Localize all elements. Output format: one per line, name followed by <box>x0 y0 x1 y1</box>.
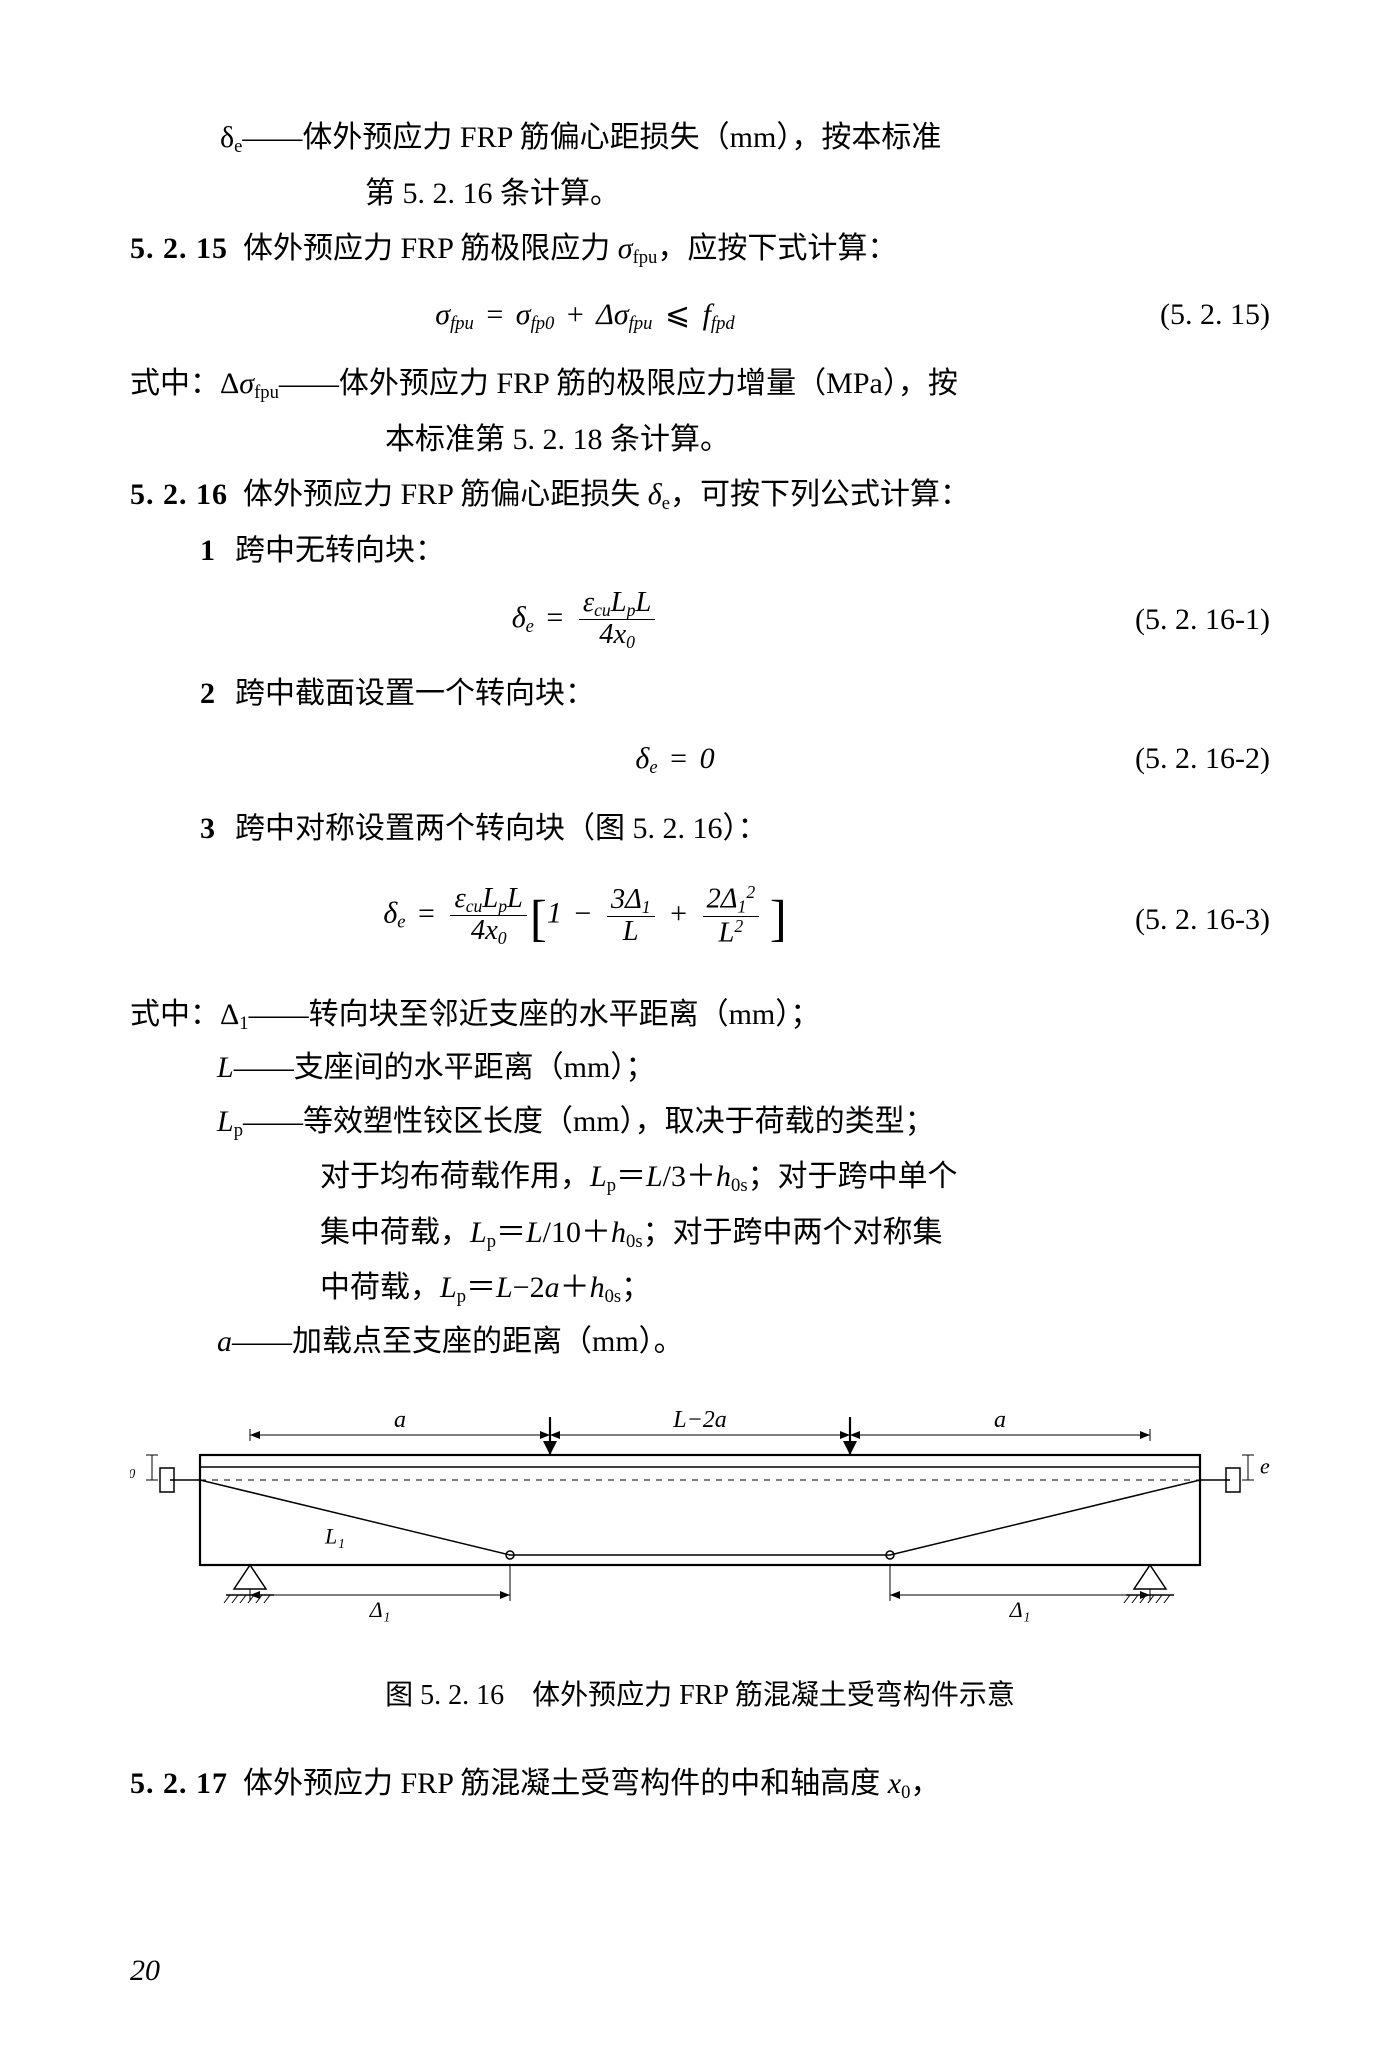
itemnum-1: 1 <box>200 534 235 567</box>
figure-caption: 图 5. 2. 16 体外预应力 FRP 筋混凝土受弯构件示意 <box>130 1670 1270 1722</box>
where-cont-5215: 本标准第 5. 2. 18 条计算。 <box>130 412 1270 468</box>
item-5216-3: 3跨中对称设置两个转向块（图 5. 2. 16）： <box>130 801 1270 857</box>
where-sym-5215: Δσfpu <box>220 367 279 400</box>
eq-5-2-16-1: δe = εcuLpL4x0 (5. 2. 16-1) <box>130 588 1270 652</box>
where-5216: 式中：Δ1——转向块至邻近支座的水平距离（mm）； <box>130 987 1270 1043</box>
eq2-expr: δe = 0 <box>130 731 1040 787</box>
item-5216-2: 2跨中截面设置一个转向块： <box>130 666 1270 722</box>
eq-5-2-15: σfpu = σfp0 + Δσfpu ⩽ ffpd (5. 2. 15) <box>130 287 1270 343</box>
def-line1: ——体外预应力 FRP 筋偏心距损失（mm），按本标准 <box>242 121 941 154</box>
sectext-5216: 体外预应力 FRP 筋偏心距损失 δe，可按下列公式计算： <box>243 478 970 511</box>
eq-5215-expr: σfpu = σfp0 + Δσfpu ⩽ ffpd <box>130 287 1040 343</box>
itemtxt-1: 跨中无转向块： <box>235 534 445 567</box>
where-txt-5215: ——体外预应力 FRP 筋的极限应力增量（MPa），按 <box>279 367 958 400</box>
def-delta-e-cont: 第 5. 2. 16 条计算。 <box>130 166 1270 222</box>
item-5216-1: 1跨中无转向块： <box>130 523 1270 579</box>
secnum-5215: 5. 2. 15 <box>130 232 228 265</box>
eq-5215-num: (5. 2. 15) <box>1040 287 1270 343</box>
svg-text:Δ₁: Δ₁ <box>369 1597 391 1622</box>
w2-txt4: ——加载点至支座的距离（mm）。 <box>232 1325 684 1358</box>
figure-5-2-16: a L−2a a e₀ e₀ L₁ Δ₁ Δ₁ <box>130 1395 1270 1654</box>
svg-text:e₀: e₀ <box>130 1454 136 1479</box>
eq3-expr: δe = εcuLpL4x0[1 − 3Δ1L + 2Δ12L2 ] <box>130 872 1040 966</box>
svg-text:e₀: e₀ <box>1260 1454 1270 1479</box>
svg-text:a: a <box>394 1407 406 1433</box>
svg-text:Δ₁: Δ₁ <box>1009 1597 1031 1622</box>
itemtxt-2: 跨中截面设置一个转向块： <box>235 677 595 710</box>
w2-c2: 集中荷载，Lp＝L/10＋h0s；对于跨中两个对称集 <box>130 1205 1270 1261</box>
sectext-5215: 体外预应力 FRP 筋极限应力 σfpu，应按下式计算： <box>243 232 897 265</box>
itemnum-2: 2 <box>200 677 235 710</box>
where-label-5216: 式中： <box>130 998 220 1031</box>
w2-sym1: Δ1 <box>220 998 249 1031</box>
svg-text:a: a <box>994 1407 1006 1433</box>
where-label-5215: 式中： <box>130 367 220 400</box>
where-5215: 式中：Δσfpu——体外预应力 FRP 筋的极限应力增量（MPa），按 <box>130 356 1270 412</box>
w2-row2: L——支座间的水平距离（mm）； <box>130 1040 1270 1096</box>
w2-sym2: L <box>217 1051 234 1084</box>
secnum-5216: 5. 2. 16 <box>130 478 228 511</box>
svg-text:L−2a: L−2a <box>672 1407 727 1433</box>
eq2-num: (5. 2. 16-2) <box>1040 731 1270 787</box>
eq1-num: (5. 2. 16-1) <box>1040 592 1270 648</box>
w2-row4: a——加载点至支座的距离（mm）。 <box>130 1314 1270 1370</box>
page-number: 20 <box>130 1943 160 1999</box>
eq3-num: (5. 2. 16-3) <box>1040 892 1270 948</box>
eq-5-2-16-3: δe = εcuLpL4x0[1 − 3Δ1L + 2Δ12L2 ] (5. 2… <box>130 872 1270 966</box>
w2-txt1: ——转向块至邻近支座的水平距离（mm）； <box>249 998 821 1031</box>
w2-sym4: a <box>217 1325 232 1358</box>
w2-txt2: ——支座间的水平距离（mm）； <box>234 1051 656 1084</box>
itemnum-3: 3 <box>200 812 235 845</box>
sym-delta-e: δe <box>220 121 242 154</box>
def-delta-e: δe——体外预应力 FRP 筋偏心距损失（mm），按本标准 <box>130 110 1270 166</box>
page: δe——体外预应力 FRP 筋偏心距损失（mm），按本标准 第 5. 2. 16… <box>0 0 1400 2048</box>
w2-txt3: ——等效塑性铰区长度（mm），取决于荷载的类型； <box>243 1105 935 1138</box>
eq-5-2-16-2: δe = 0 (5. 2. 16-2) <box>130 731 1270 787</box>
svg-text:L₁: L₁ <box>324 1524 345 1549</box>
secnum-5217: 5. 2. 17 <box>130 1767 228 1800</box>
figure-svg: a L−2a a e₀ e₀ L₁ Δ₁ Δ₁ <box>130 1395 1270 1635</box>
w2-c3: 中荷载，Lp＝L−2a＋h0s； <box>130 1260 1270 1316</box>
w2-c1: 对于均布荷载作用，Lp＝L/3＋h0s；对于跨中单个 <box>130 1149 1270 1205</box>
w2-sym3: Lp <box>217 1105 243 1138</box>
itemtxt-3: 跨中对称设置两个转向块（图 5. 2. 16）： <box>235 812 768 845</box>
sectext-5217: 体外预应力 FRP 筋混凝土受弯构件的中和轴高度 x0， <box>243 1767 940 1800</box>
eq1-expr: δe = εcuLpL4x0 <box>130 588 1040 652</box>
w2-row3: Lp——等效塑性铰区长度（mm），取决于荷载的类型； <box>130 1094 1270 1150</box>
section-5-2-17: 5. 2. 17 体外预应力 FRP 筋混凝土受弯构件的中和轴高度 x0， <box>130 1756 1270 1812</box>
section-5-2-16: 5. 2. 16 体外预应力 FRP 筋偏心距损失 δe，可按下列公式计算： <box>130 467 1270 523</box>
section-5-2-15: 5. 2. 15 体外预应力 FRP 筋极限应力 σfpu，应按下式计算： <box>130 221 1270 277</box>
